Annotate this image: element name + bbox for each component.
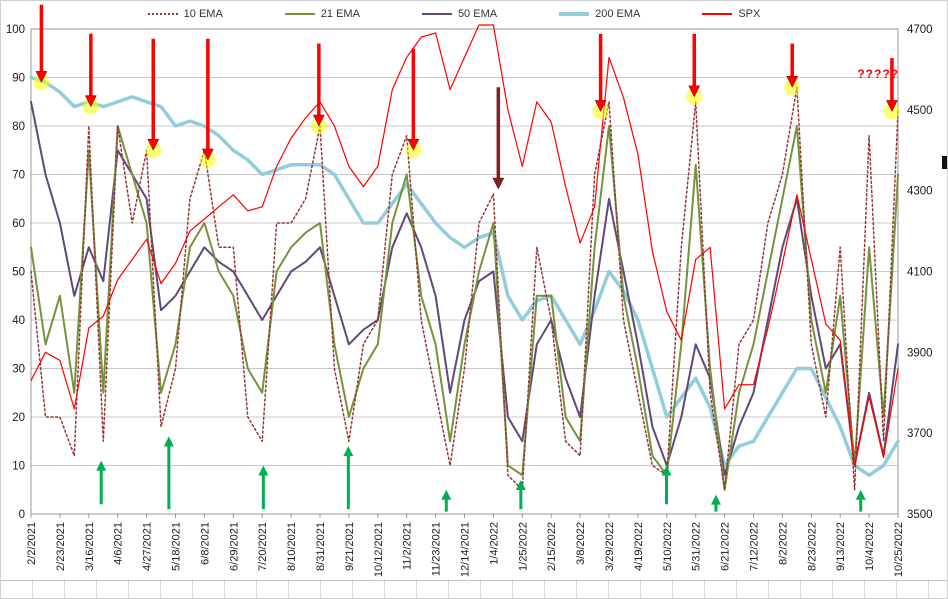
svg-text:4300: 4300 xyxy=(907,186,933,198)
svg-text:3/29/2022: 3/29/2022 xyxy=(604,522,616,571)
chart-legend: 10 EMA 21 EMA 50 EMA 200 EMA SPX xyxy=(1,5,907,23)
svg-text:4/19/2022: 4/19/2022 xyxy=(633,522,645,571)
y-axis-right-labels: 3500 3700 3900 4100 4300 4500 4700 xyxy=(907,24,933,521)
legend-label-10ema: 10 EMA xyxy=(183,8,223,20)
legend-label-50ema: 50 EMA xyxy=(457,8,498,20)
svg-text:5/31/2022: 5/31/2022 xyxy=(691,522,703,571)
legend-line-sample-10ema xyxy=(147,13,178,15)
svg-text:3500: 3500 xyxy=(907,509,933,521)
series-50-ema[interactable] xyxy=(30,100,899,477)
legend-line-sample-200ema xyxy=(559,12,590,16)
legend-label-200ema: 200 EMA xyxy=(595,8,641,20)
legend-item-21ema[interactable]: 21 EMA xyxy=(284,8,360,20)
svg-text:11/2/2021: 11/2/2021 xyxy=(402,522,414,570)
svg-text:8/10/2021: 8/10/2021 xyxy=(286,522,298,571)
selection-handle[interactable] xyxy=(942,156,947,169)
svg-text:5/10/2022: 5/10/2022 xyxy=(662,522,674,571)
svg-text:10/25/2022: 10/25/2022 xyxy=(893,522,905,577)
svg-text:6/21/2022: 6/21/2022 xyxy=(720,522,732,571)
svg-text:4500: 4500 xyxy=(907,105,933,117)
legend-line-sample-spx xyxy=(702,13,733,15)
svg-text:10/4/2022: 10/4/2022 xyxy=(864,522,876,571)
svg-text:7/20/2021: 7/20/2021 xyxy=(257,522,269,571)
legend-line-sample-50ema xyxy=(421,13,452,15)
svg-text:20: 20 xyxy=(12,412,25,424)
legend-item-10ema[interactable]: 10 EMA xyxy=(147,8,223,20)
series-10-ema[interactable] xyxy=(30,86,899,491)
svg-text:8/23/2022: 8/23/2022 xyxy=(806,522,818,571)
svg-text:60: 60 xyxy=(12,218,25,230)
svg-text:11/23/2021: 11/23/2021 xyxy=(431,522,443,576)
svg-text:2/15/2022: 2/15/2022 xyxy=(546,522,558,571)
legend-line-sample-21ema xyxy=(284,13,315,15)
svg-text:3900: 3900 xyxy=(907,347,933,359)
legend-label-21ema: 21 EMA xyxy=(320,8,360,20)
red-arrows[interactable] xyxy=(33,4,900,190)
svg-text:7/12/2022: 7/12/2022 xyxy=(749,522,761,571)
svg-text:30: 30 xyxy=(12,364,25,376)
svg-text:8/2/2022: 8/2/2022 xyxy=(777,522,789,565)
svg-text:1/4/2022: 1/4/2022 xyxy=(488,522,500,565)
svg-text:10/12/2021: 10/12/2021 xyxy=(373,522,385,577)
svg-text:4/6/2021: 4/6/2021 xyxy=(113,522,125,565)
x-axis-labels: 2/2/2021 2/23/2021 3/16/2021 4/6/2021 4/27/2… xyxy=(26,514,905,577)
svg-text:70: 70 xyxy=(12,170,25,182)
legend-label-spx: SPX xyxy=(738,8,761,20)
svg-text:9/13/2022: 9/13/2022 xyxy=(835,522,847,571)
svg-text:10: 10 xyxy=(12,461,25,473)
svg-text:80: 80 xyxy=(12,121,25,133)
legend-item-50ema[interactable]: 50 EMA xyxy=(421,8,498,20)
svg-text:2/2/2021: 2/2/2021 xyxy=(26,522,38,565)
green-arrows[interactable] xyxy=(96,436,866,512)
spreadsheet-cells xyxy=(1,580,947,598)
svg-text:2/23/2021: 2/23/2021 xyxy=(55,522,67,571)
svg-text:50: 50 xyxy=(12,267,25,279)
series-21-ema[interactable] xyxy=(30,125,899,491)
svg-text:40: 40 xyxy=(12,315,25,327)
legend-item-200ema[interactable]: 200 EMA xyxy=(559,8,640,20)
svg-text:3/8/2022: 3/8/2022 xyxy=(575,522,587,565)
series-200-ema[interactable] xyxy=(29,75,900,477)
y-axis-left-labels: 0 10 20 30 40 50 60 70 80 90 100 xyxy=(6,24,25,521)
svg-text:4700: 4700 xyxy=(907,24,933,36)
legend-item-spx[interactable]: SPX xyxy=(702,8,760,20)
svg-text:8/31/2021: 8/31/2021 xyxy=(315,522,327,571)
svg-text:1/25/2022: 1/25/2022 xyxy=(517,522,529,571)
svg-text:90: 90 xyxy=(12,73,25,85)
svg-text:5/18/2021: 5/18/2021 xyxy=(171,522,183,571)
svg-text:9/21/2021: 9/21/2021 xyxy=(344,522,356,571)
svg-text:12/14/2021: 12/14/2021 xyxy=(460,522,472,577)
series-spx[interactable] xyxy=(30,24,899,467)
svg-text:4100: 4100 xyxy=(907,267,933,279)
svg-text:6/29/2021: 6/29/2021 xyxy=(228,522,240,571)
svg-text:0: 0 xyxy=(19,509,25,521)
svg-text:100: 100 xyxy=(6,24,25,36)
svg-text:3700: 3700 xyxy=(907,428,933,440)
svg-text:4/27/2021: 4/27/2021 xyxy=(142,522,154,571)
svg-text:6/8/2021: 6/8/2021 xyxy=(199,522,211,565)
svg-text:3/16/2021: 3/16/2021 xyxy=(84,522,96,571)
question-marks-annotation[interactable]: ????? xyxy=(857,67,899,81)
